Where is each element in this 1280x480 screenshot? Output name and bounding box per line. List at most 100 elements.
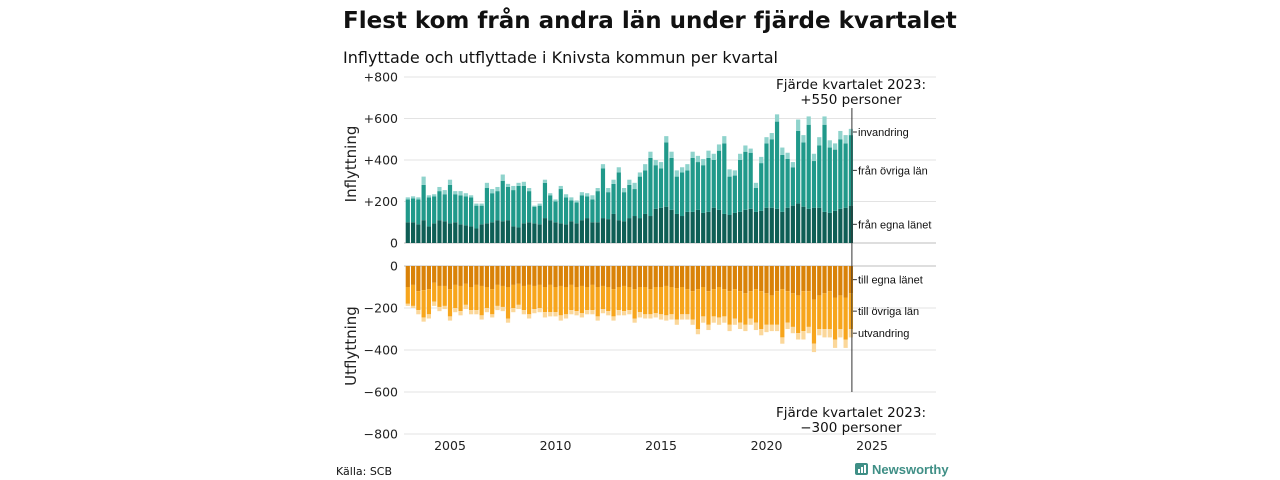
inflow-bar-segment: [796, 130, 801, 204]
outflow-bar-segment: [537, 284, 542, 308]
inflow-bar-segment: [432, 223, 437, 243]
outflow-bar-segment: [474, 266, 479, 285]
outflow-bar-segment: [500, 266, 505, 286]
outflow-bar-segment: [558, 315, 563, 321]
chart-title: Flest kom från andra län under fjärde kv…: [343, 7, 957, 34]
inflow-bar-segment: [585, 193, 590, 197]
inflow-bar-segment: [553, 201, 558, 223]
inflow-bar-segment: [643, 213, 648, 243]
inflow-bar-segment: [469, 195, 474, 198]
inflow-bar-segment: [817, 207, 822, 243]
inflow-bar-segment: [579, 220, 584, 243]
outflow-bar-segment: [585, 287, 590, 311]
outflow-bar-segment: [432, 282, 437, 302]
inflow-bar-segment: [727, 214, 732, 243]
inflow-bar-segment: [774, 208, 780, 243]
outflow-bar-segment: [764, 266, 769, 294]
inflow-bar-segment: [627, 218, 632, 243]
inflow-bar-segment: [637, 176, 642, 219]
inflow-bar-segment: [632, 216, 637, 243]
inflow-bar-segment: [832, 149, 838, 211]
inflow-bar-segment: [511, 185, 516, 191]
outflow-bar-segment: [532, 309, 537, 314]
outflow-bar-segment: [469, 266, 474, 287]
outflow-bar-segment: [695, 289, 701, 329]
outflow-bar-segment: [516, 266, 521, 284]
outflow-bar-segment: [453, 308, 458, 313]
outflow-y-tick-label: −600: [364, 385, 398, 400]
outflow-bar-segment: [685, 314, 690, 320]
outflow-bar-segment: [785, 322, 790, 329]
outflow-bar-segment: [574, 287, 579, 312]
outflow-bar-segment: [585, 310, 590, 315]
inflow-bar-segment: [490, 222, 495, 243]
outflow-bar-segment: [432, 301, 437, 306]
outflow-bar-segment: [690, 266, 695, 292]
inflow-bar-segment: [653, 208, 658, 243]
inflow-bar-segment: [637, 172, 642, 177]
outflow-bar-segment: [579, 285, 584, 314]
outflow-bar-segment: [542, 312, 548, 318]
outflow-bar-segment: [832, 297, 838, 340]
inflow-bar-segment: [410, 196, 416, 199]
outflow-bar-segment: [690, 291, 695, 320]
inflow-bar-segment: [595, 188, 600, 192]
inflow-bar-segment: [738, 153, 743, 160]
inflow-bar-segment: [748, 148, 753, 153]
outflow-bar-segment: [574, 266, 579, 287]
inflow-bar-segment: [759, 210, 764, 243]
top-annotation-line2: +550 personer: [800, 92, 902, 108]
outflow-bars: [405, 266, 853, 353]
inflow-bar-segment: [611, 213, 616, 243]
outflow-bar-segment: [817, 329, 822, 336]
inflow-bar-segment: [574, 223, 579, 243]
inflow-bar-segment: [627, 179, 632, 185]
outflow-bar-segment: [690, 319, 695, 325]
inflow-bar-segment: [410, 198, 416, 223]
inflow-bar-segment: [738, 211, 743, 243]
outflow-bar-segment: [811, 299, 817, 344]
inflow-bar-segment: [743, 151, 748, 210]
outflow-bar-segment: [706, 291, 711, 325]
inflow-bar-segment: [680, 167, 685, 173]
inflow-bar-segment: [695, 155, 701, 163]
inflow-bar-segment: [537, 203, 542, 206]
outflow-bar-segment: [463, 304, 468, 310]
inflow-bar-segment: [722, 213, 727, 243]
outflow-bar-segment: [421, 290, 426, 318]
outflow-bar-segment: [421, 317, 426, 322]
outflow-bar-segment: [796, 333, 801, 340]
inflow-bar-segment: [469, 197, 474, 227]
outflow-bar-segment: [548, 312, 553, 317]
inflow-bar-segment: [722, 143, 727, 214]
inflow-bar-segment: [606, 192, 611, 220]
inflow-bar-segment: [405, 197, 410, 200]
outflow-bar-segment: [669, 287, 674, 315]
x-axis-ticks: 2005 2010 2015 2020 2025: [434, 438, 888, 453]
outflow-bar-segment: [532, 285, 537, 310]
outflow-bar-segment: [838, 266, 843, 296]
outflow-bar-segment: [621, 311, 627, 316]
inflow-bar-segment: [716, 209, 722, 243]
inflow-bar-segment: [426, 195, 431, 198]
outflow-bar-segment: [458, 311, 463, 316]
outflow-bar-segment: [410, 305, 416, 308]
outflow-bar-segment: [716, 317, 722, 325]
inflow-bar-segment: [774, 121, 780, 209]
inflow-bar-segment: [416, 197, 421, 200]
inflow-bar-segment: [753, 211, 759, 243]
inflow-bar-segment: [674, 213, 679, 243]
outflow-bar-segment: [521, 310, 526, 315]
outflow-bar-segment: [832, 266, 838, 298]
inflow-bar-segment: [421, 220, 426, 243]
inflow-bar-segment: [801, 206, 806, 243]
outflow-bar-segment: [848, 266, 853, 294]
inflow-bar-segment: [590, 222, 595, 243]
outflow-bar-segment: [511, 266, 516, 285]
inflow-bar-segment: [616, 167, 621, 173]
inflow-bar-segment: [537, 205, 542, 225]
inflow-bar-segment: [590, 195, 595, 200]
outflow-bar-segment: [490, 314, 495, 318]
inflow-bar-segment: [648, 151, 653, 158]
inflow-bar-segment: [806, 208, 811, 243]
